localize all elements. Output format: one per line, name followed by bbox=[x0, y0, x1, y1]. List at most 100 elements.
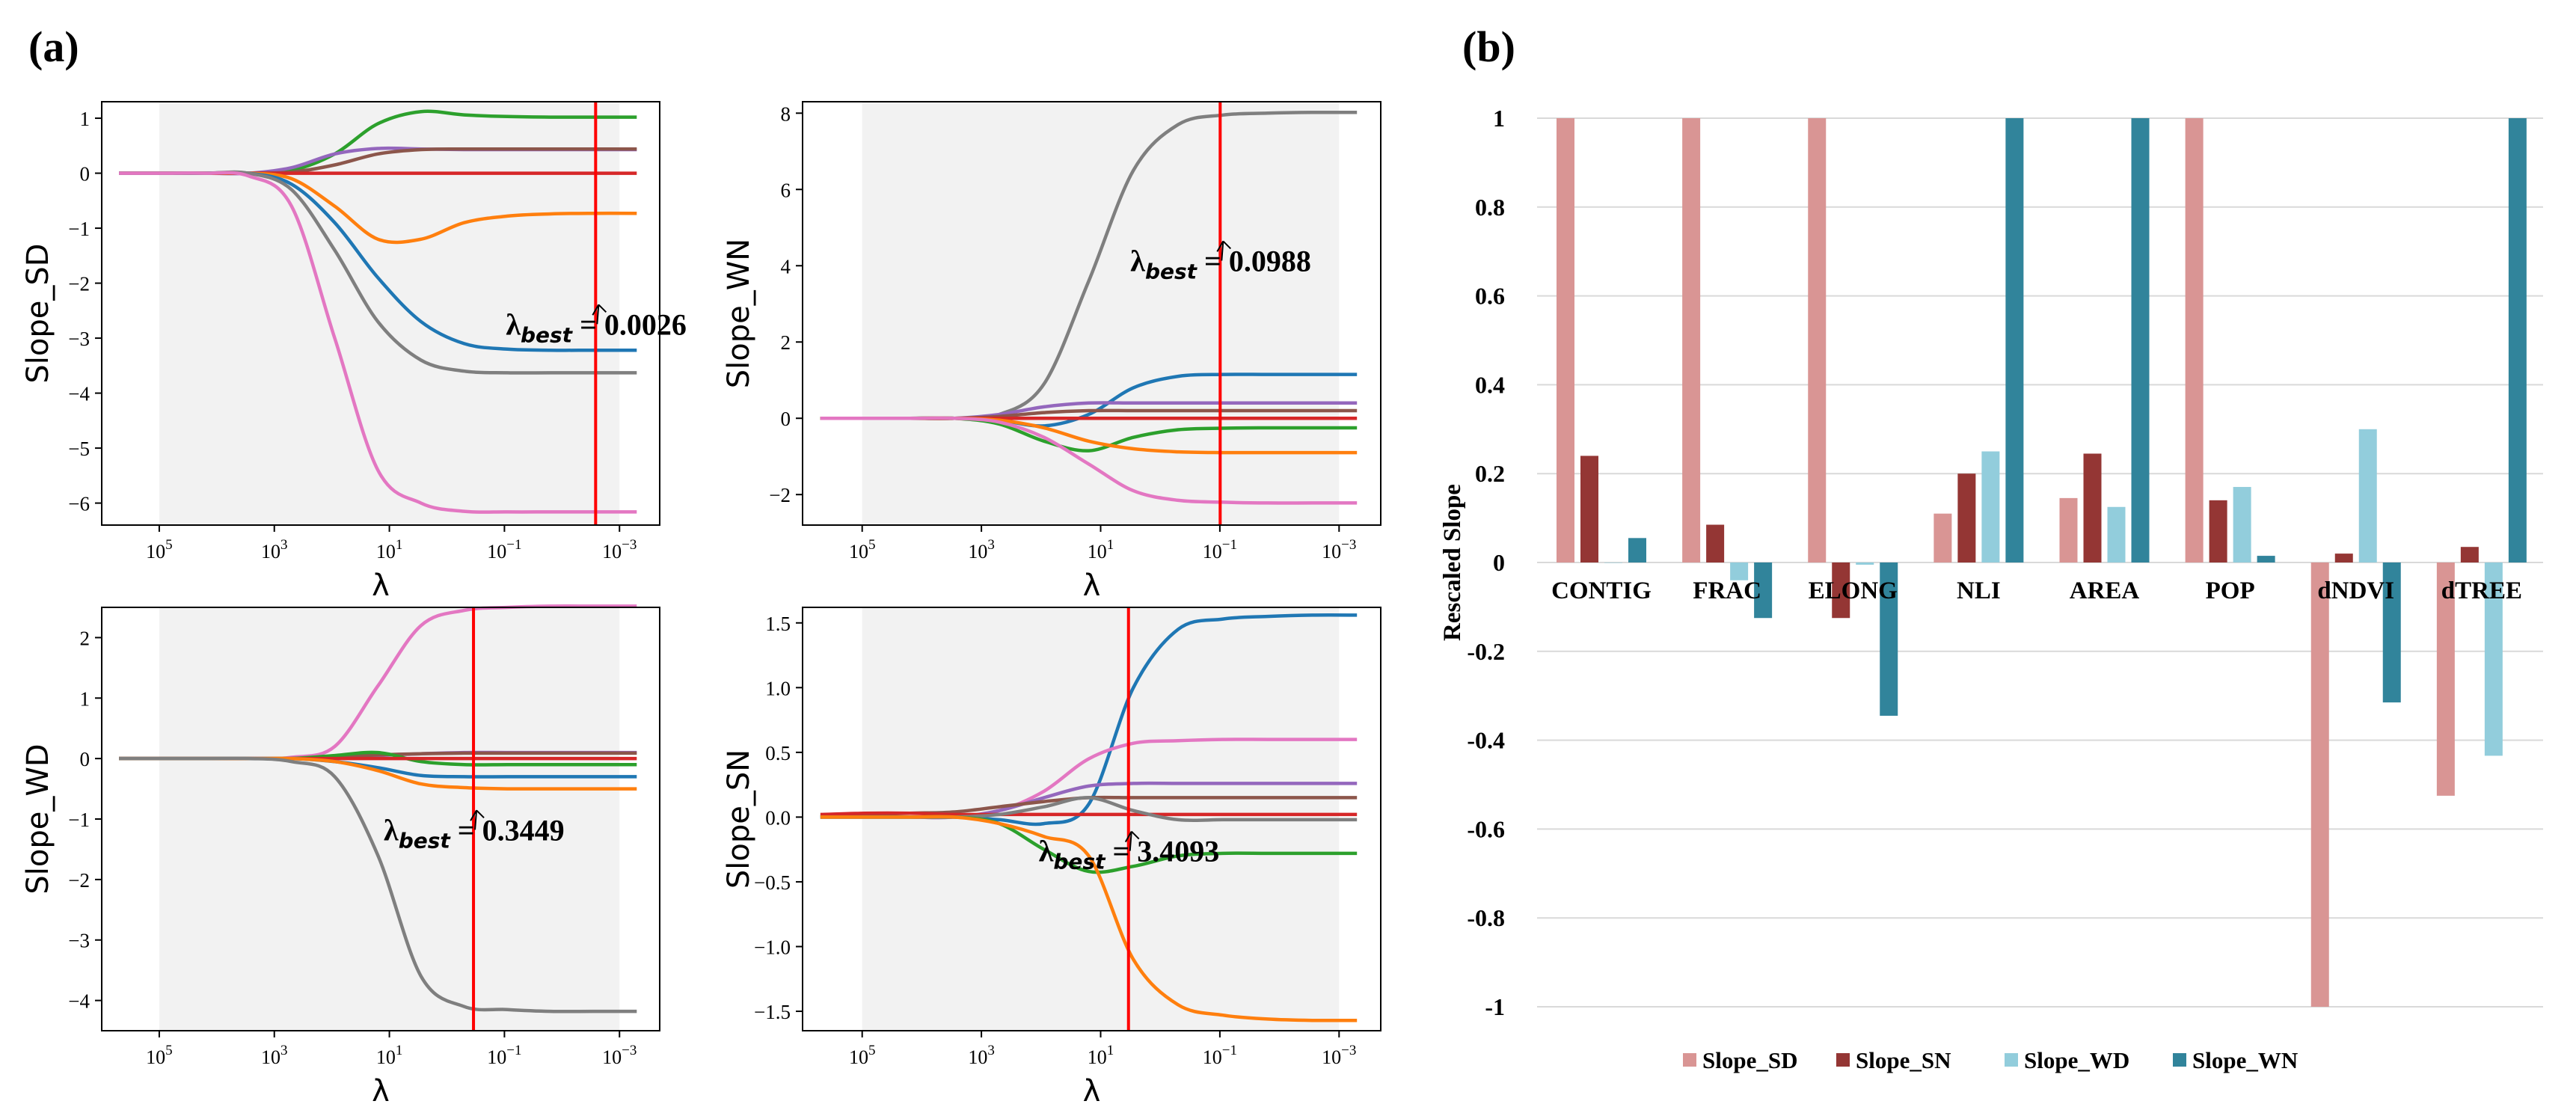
category-label: dNDVI bbox=[2317, 577, 2394, 604]
y-tick-label: 0 bbox=[80, 163, 91, 185]
y-axis-label: Slope_WD bbox=[21, 743, 55, 894]
y-tick-label: -0.6 bbox=[1467, 815, 1505, 842]
shaded-region bbox=[862, 102, 1340, 525]
legend-swatch bbox=[1683, 1053, 1696, 1067]
y-axis-label: Slope_WN bbox=[722, 239, 756, 388]
category-label: POP bbox=[2206, 577, 2255, 604]
x-tick-label: 101 bbox=[1088, 537, 1114, 562]
bar-slope-sd-elong bbox=[1808, 118, 1827, 562]
x-tick-label: 105 bbox=[849, 537, 876, 562]
y-tick-label: −4 bbox=[68, 383, 90, 405]
plot-frame bbox=[101, 101, 660, 526]
bar-slope-wd-contig bbox=[1604, 562, 1622, 563]
legend-label: Slope_WN bbox=[2192, 1047, 2298, 1073]
bar-slope-wn-frac bbox=[1754, 562, 1773, 619]
legend-item-slope-sn: Slope_SN bbox=[1836, 1047, 1951, 1073]
series-line-7 bbox=[119, 756, 637, 1014]
bar-slope-sn-dtree bbox=[2460, 547, 2479, 562]
y-tick-label: −1 bbox=[68, 809, 90, 831]
y-tick-label: −3 bbox=[68, 930, 90, 952]
bar-slope-sd-dndvi bbox=[2310, 562, 2329, 1007]
legend-label: Slope_SN bbox=[1856, 1047, 1951, 1073]
legend-label: Slope_WD bbox=[2024, 1047, 2129, 1073]
x-tick-label: 10−3 bbox=[1322, 1043, 1356, 1068]
y-tick-label: 2 bbox=[781, 331, 791, 354]
y-tick-label: 0 bbox=[80, 748, 91, 770]
best-lambda-annotation: λbest = 3.4093 bbox=[1039, 835, 1220, 874]
x-tick-label: 10−1 bbox=[487, 537, 521, 562]
x-axis-label: λ bbox=[372, 568, 390, 603]
bar-slope-sn-dndvi bbox=[2334, 554, 2353, 562]
bar-slope-sd-pop bbox=[2185, 118, 2204, 562]
y-tick-label: −0.5 bbox=[754, 871, 791, 894]
category-label: AREA bbox=[2070, 577, 2140, 604]
bar-slope-sn-frac bbox=[1706, 524, 1725, 562]
bar-slope-wd-nli bbox=[1981, 451, 2000, 562]
legend-item-slope-sd: Slope_SD bbox=[1683, 1047, 1797, 1073]
shaded-region bbox=[159, 607, 620, 1031]
bar-slope-sd-frac bbox=[1682, 118, 1701, 562]
x-tick-label: 10−1 bbox=[487, 1043, 521, 1068]
legend-item-slope-wn: Slope_WN bbox=[2173, 1047, 2298, 1073]
x-tick-label: 10−3 bbox=[602, 1043, 637, 1068]
y-tick-label: 0 bbox=[781, 408, 791, 430]
x-tick-label: 103 bbox=[968, 537, 995, 562]
y-tick-label: 1 bbox=[1493, 105, 1505, 132]
bar-slope-wd-elong bbox=[1856, 562, 1874, 565]
series-line-4 bbox=[820, 811, 1358, 817]
bar-slope-sd-nli bbox=[1933, 513, 1952, 562]
y-tick-label: 1.0 bbox=[765, 677, 791, 699]
lasso-chart-slope-sd: −6 −5 −4 −3 −2 −1 0 1 105 103 101 10−1 10−3 λ Slope_SD… bbox=[21, 101, 687, 603]
lasso-chart-slope-sn: −1.5 −1.0 −0.5 0.0 0.5 1.0 1.5 105 103 101 10−1 10−… bbox=[722, 607, 1381, 1109]
y-tick-label: 0 bbox=[1493, 549, 1505, 576]
shaded-region bbox=[159, 102, 620, 525]
lasso-chart-slope-wd: −4 −3 −2 −1 0 1 2 105 103 101 10−1 10−3 λ Slope_WD λbe… bbox=[21, 604, 660, 1109]
bar-slope-sd-dtree bbox=[2436, 562, 2455, 796]
x-tick-label: 103 bbox=[968, 1043, 995, 1068]
plot-frame bbox=[802, 607, 1381, 1031]
y-tick-label: 6 bbox=[781, 179, 791, 201]
category-label: CONTIG bbox=[1551, 577, 1652, 604]
y-tick-label: −4 bbox=[68, 990, 90, 1013]
x-tick-label: 103 bbox=[261, 1043, 288, 1068]
y-tick-label: 0.6 bbox=[1475, 283, 1505, 310]
y-tick-label: 1.5 bbox=[765, 613, 791, 635]
bar-slope-wn-area bbox=[2131, 118, 2150, 562]
annotation-arrow bbox=[1124, 830, 1140, 851]
x-tick-label: 105 bbox=[146, 1043, 173, 1068]
y-tick-label: −1 bbox=[68, 218, 90, 240]
rescaled-slope-bar-chart: -1 -0.8 -0.6 -0.4 -0.2 0 0.2 0.4 0.6 0.8 1 CONTIG FR… bbox=[1439, 105, 2543, 1073]
x-tick-label: 101 bbox=[1088, 1043, 1114, 1068]
y-tick-label: −1.0 bbox=[754, 936, 791, 958]
series-line-7 bbox=[820, 815, 1358, 1022]
bar-slope-sn-elong bbox=[1832, 562, 1850, 619]
y-axis-label: Slope_SN bbox=[722, 749, 756, 889]
y-tick-label: 0.8 bbox=[1475, 194, 1505, 221]
series-line-7 bbox=[820, 416, 1358, 505]
best-lambda-annotation: λbest = 0.0026 bbox=[506, 307, 687, 347]
bar-slope-wn-dtree bbox=[2508, 118, 2527, 562]
legend-swatch bbox=[2005, 1053, 2018, 1067]
panel-a-label: (a) bbox=[28, 22, 79, 71]
legend-swatch bbox=[1836, 1053, 1850, 1067]
y-tick-label: -0.2 bbox=[1467, 638, 1505, 665]
legend-label: Slope_SD bbox=[1702, 1047, 1797, 1073]
bar-slope-wd-frac bbox=[1730, 562, 1749, 580]
x-tick-label: 103 bbox=[261, 537, 288, 562]
x-axis-label: λ bbox=[1083, 1074, 1101, 1109]
bar-slope-wd-area bbox=[2107, 506, 2126, 562]
bar-slope-wd-dndvi bbox=[2358, 429, 2377, 562]
x-axis-label: λ bbox=[372, 1074, 390, 1109]
y-axis-label: Rescaled Slope bbox=[1439, 484, 1466, 641]
y-tick-label: 0.4 bbox=[1475, 371, 1505, 398]
y-tick-label: −2 bbox=[68, 273, 90, 295]
y-tick-label: −6 bbox=[68, 493, 90, 515]
series-line-7 bbox=[119, 171, 637, 514]
y-tick-label: -0.8 bbox=[1467, 904, 1505, 931]
y-tick-label: −1.5 bbox=[754, 1001, 791, 1023]
y-tick-label: 0.5 bbox=[765, 742, 791, 764]
y-tick-label: 0.0 bbox=[765, 806, 791, 829]
category-label: dTREE bbox=[2441, 577, 2522, 604]
